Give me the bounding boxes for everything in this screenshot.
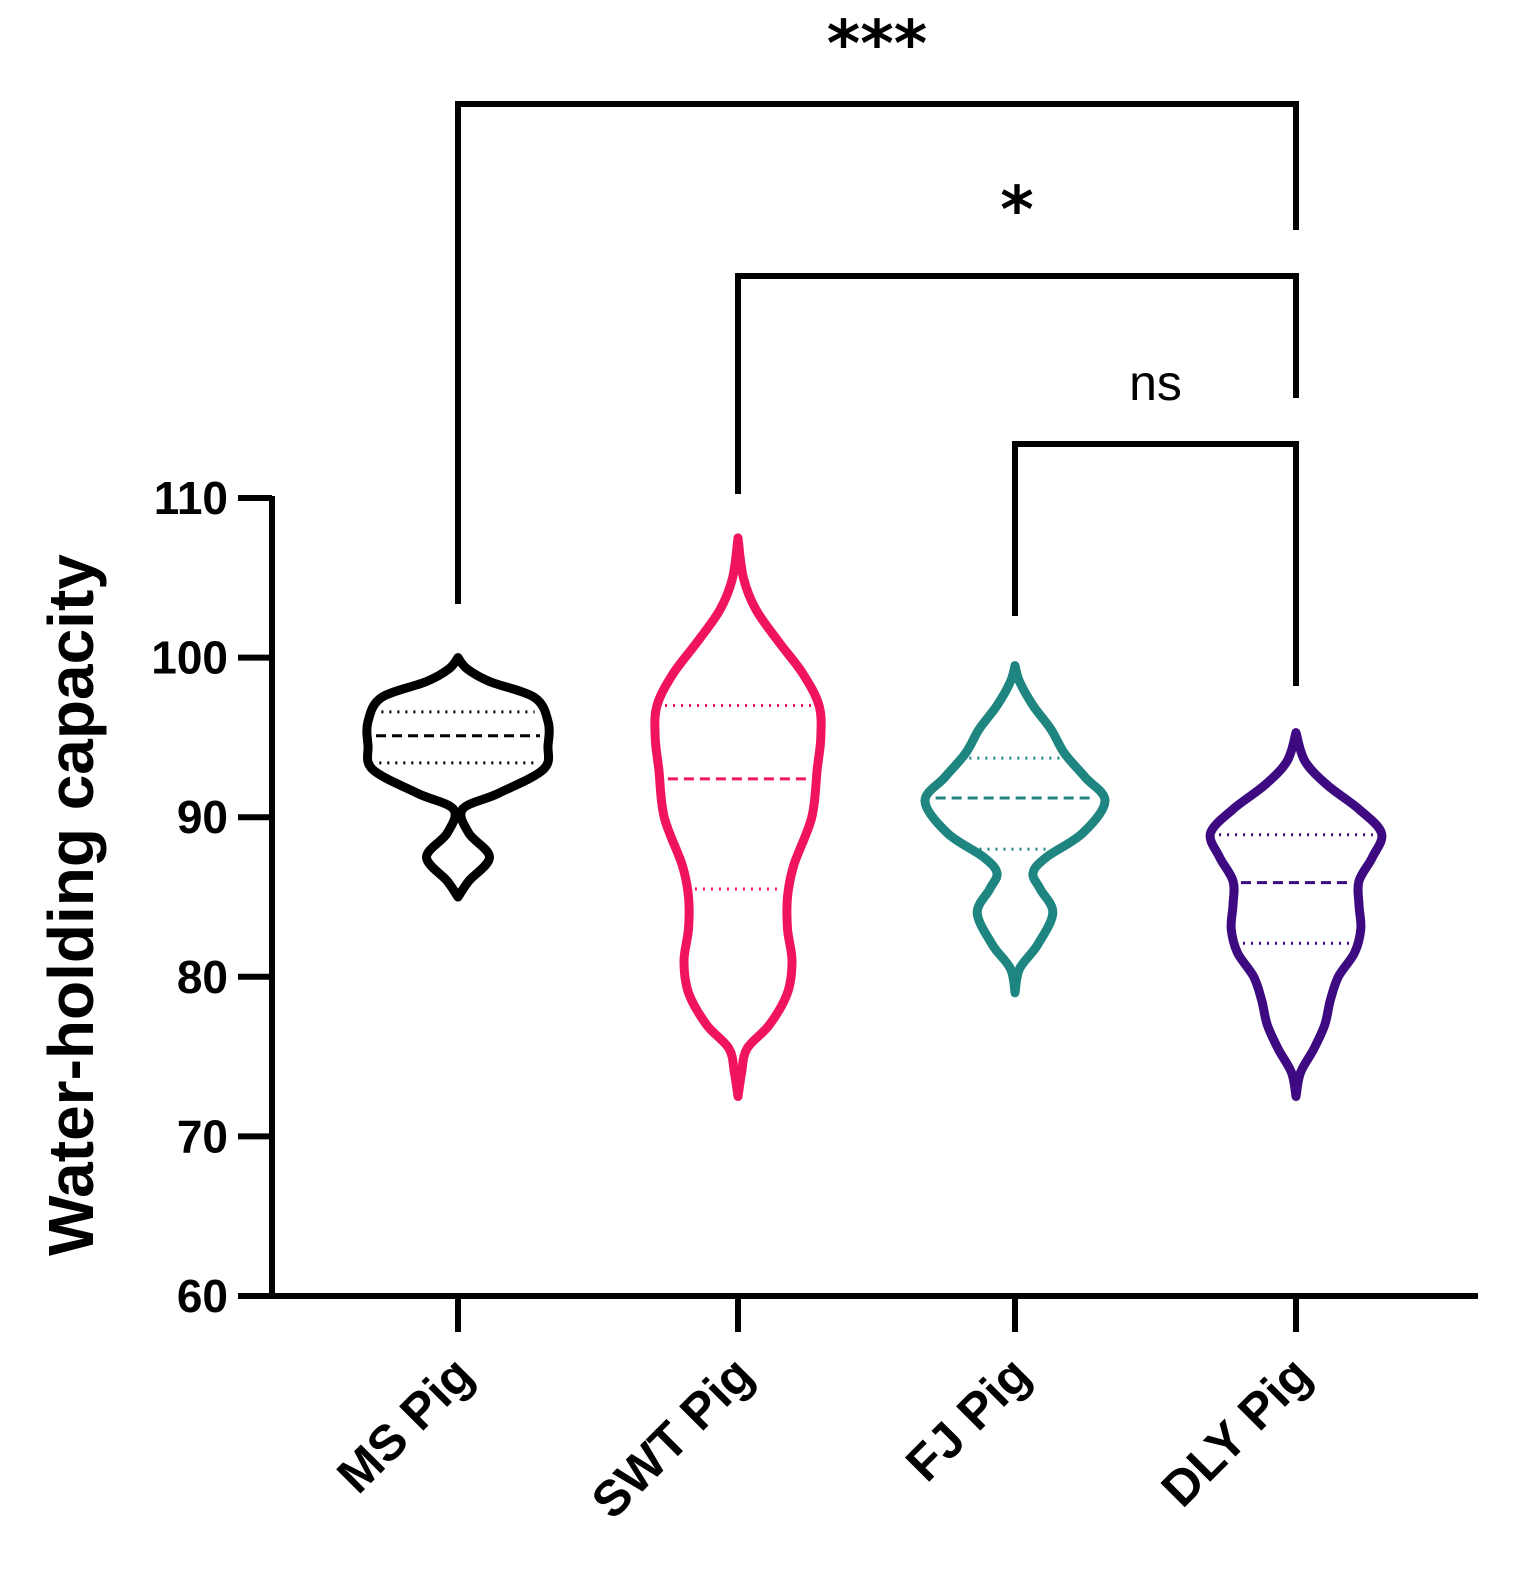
bracket-ms-pig-vs-dly-pig: [455, 101, 1299, 604]
x-tick-label-swt-pig: SWT Pig: [581, 1346, 764, 1529]
violin-outline-ms-pig: [362, 653, 554, 902]
significance-brackets: ****ns: [455, 8, 1299, 686]
y-tick-label: 80: [177, 951, 228, 1003]
significance-label-ms-pig-vs-dly-pig: ***: [827, 8, 927, 82]
violin-dly-pig: [1205, 728, 1387, 1101]
violin-outline-swt-pig: [650, 533, 826, 1101]
significance-label-fj-pig-vs-dly-pig: ns: [1129, 355, 1182, 411]
y-tick-label: 110: [154, 472, 228, 524]
y-tick-label: 100: [151, 632, 228, 684]
significance-label-swt-pig-vs-dly-pig: *: [1000, 174, 1033, 248]
x-tick-label-fj-pig: FJ Pig: [895, 1346, 1041, 1492]
y-tick-label: 60: [177, 1270, 228, 1322]
bracket-swt-pig-vs-dly-pig: [735, 273, 1299, 494]
x-tick-label-ms-pig: MS Pig: [326, 1346, 483, 1503]
bracket-fj-pig-vs-dly-pig: [1012, 441, 1299, 686]
y-axis-title: Water-holding capacity: [35, 554, 107, 1256]
y-tick-label: 90: [177, 791, 228, 843]
violin-plots: [362, 533, 1387, 1101]
violin-ms-pig: [362, 653, 554, 902]
violin-swt-pig: [650, 533, 826, 1101]
y-tick-label: 70: [177, 1110, 228, 1162]
violin-outline-dly-pig: [1205, 728, 1387, 1101]
x-tick-label-dly-pig: DLY Pig: [1151, 1346, 1322, 1517]
violin-fj-pig: [920, 661, 1110, 998]
violin-outline-fj-pig: [920, 661, 1110, 998]
